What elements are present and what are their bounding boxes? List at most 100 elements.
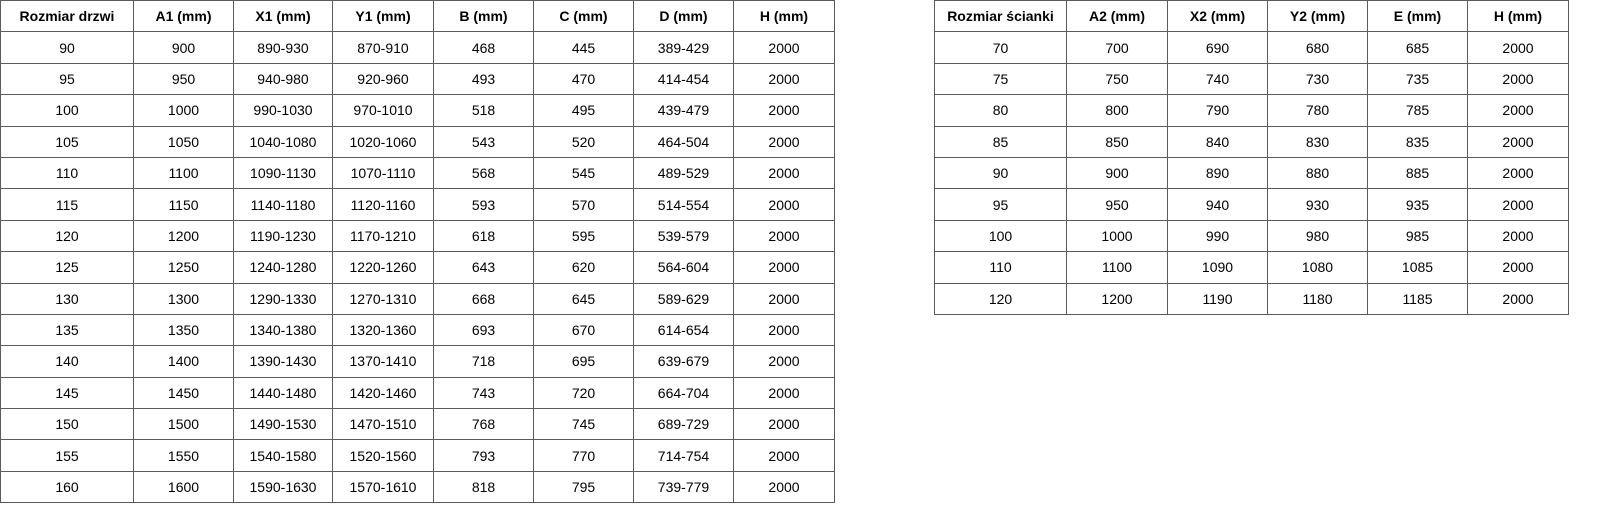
- table-cell: 100: [934, 219, 1067, 253]
- table-cell: 935: [1367, 188, 1468, 221]
- table-cell: 389-429: [633, 31, 734, 64]
- table-cell: 570: [533, 188, 634, 221]
- table-cell: 639-679: [633, 345, 734, 378]
- table-cell: 2000: [733, 439, 835, 472]
- table-cell: 780: [1267, 94, 1368, 127]
- table-cell: 1085: [1367, 251, 1468, 284]
- table-cell: 1370-1410: [332, 345, 434, 378]
- column-header: D (mm): [633, 0, 734, 33]
- table-cell: 568: [433, 156, 534, 190]
- table-cell: 1250: [133, 251, 234, 284]
- table-cell: 1200: [133, 219, 234, 253]
- table-cell: 614-654: [633, 313, 734, 347]
- table-cell: 1400: [133, 345, 234, 378]
- table-cell: 105: [0, 125, 134, 158]
- table-cell: 1090-1130: [233, 156, 333, 190]
- table-cell: 1200: [1066, 282, 1168, 315]
- table-cell: 1100: [1066, 251, 1168, 284]
- table-cell: 90: [0, 31, 134, 64]
- table-cell: 145: [0, 376, 134, 410]
- table-cell: 439-479: [633, 94, 734, 127]
- table-cell: 890: [1167, 156, 1268, 190]
- table-cell: 940: [1167, 188, 1268, 221]
- table-cell: 589-629: [633, 282, 734, 315]
- table-cell: 1500: [133, 408, 234, 441]
- table-cell: 685: [1367, 31, 1468, 64]
- table-cell: 1120-1160: [332, 188, 434, 221]
- table-cell: 670: [533, 313, 634, 347]
- table-row: 100 1000 990-1030 970-1010 518 495 439-479 2000: [0, 94, 835, 127]
- table-cell: 2000: [733, 156, 835, 190]
- table-cell: 2000: [733, 408, 835, 441]
- table-cell: 539-579: [633, 219, 734, 253]
- table-cell: 930: [1267, 188, 1368, 221]
- table-cell: 680: [1267, 31, 1368, 64]
- table-cell: 1070-1110: [332, 156, 434, 190]
- table-cell: 1090: [1167, 251, 1268, 284]
- table-cell: 1220-1260: [332, 251, 434, 284]
- table-row: 130 1300 1290-1330 1270-1310 668 645 589-629 20…: [0, 282, 835, 315]
- table-cell: 545: [533, 156, 634, 190]
- table-row: 160 1600 1590-1630 1570-1610 818 795 739-779 20…: [0, 470, 835, 504]
- column-header: X1 (mm): [233, 0, 333, 33]
- table-row: 110 1100 1090-1130 1070-1110 568 545 489-529 20…: [0, 156, 835, 190]
- table-row: 75 750 740 730 735 2000: [934, 62, 1569, 96]
- table-cell: 489-529: [633, 156, 734, 190]
- table-cell: 1490-1530: [233, 408, 333, 441]
- table-cell: 985: [1367, 219, 1468, 253]
- table-cell: 940-980: [233, 62, 333, 96]
- table-row: 105 1050 1040-1080 1020-1060 543 520 464-504 20…: [0, 125, 835, 158]
- table-cell: 90: [934, 156, 1067, 190]
- table-cell: 785: [1367, 94, 1468, 127]
- table-cell: 464-504: [633, 125, 734, 158]
- table-cell: 885: [1367, 156, 1468, 190]
- table-cell: 1170-1210: [332, 219, 434, 253]
- table-cell: 1080: [1267, 251, 1368, 284]
- table-cell: 110: [0, 156, 134, 190]
- table-row: 140 1400 1390-1430 1370-1410 718 695 639-679 20…: [0, 345, 835, 378]
- table-cell: 770: [533, 439, 634, 472]
- table-cell: 793: [433, 439, 534, 472]
- table-cell: 2000: [1467, 94, 1569, 127]
- table-cell: 800: [1066, 94, 1168, 127]
- column-header: X2 (mm): [1167, 0, 1268, 33]
- door-size-table: Rozmiar drzwi A1 (mm) X1 (mm) Y1 (mm) B (mm)…: [0, 0, 835, 504]
- table-cell: 1180: [1267, 282, 1368, 315]
- table-cell: 950: [1066, 188, 1168, 221]
- table-cell: 700: [1066, 31, 1168, 64]
- table-cell: 743: [433, 376, 534, 410]
- table-cell: 990-1030: [233, 94, 333, 127]
- table-cell: 1600: [133, 470, 234, 504]
- column-header: B (mm): [433, 0, 534, 33]
- table-cell: 80: [934, 94, 1067, 127]
- table-cell: 900: [133, 31, 234, 64]
- table-cell: 730: [1267, 62, 1368, 96]
- table-cell: 1240-1280: [233, 251, 333, 284]
- table-cell: 1150: [133, 188, 234, 221]
- table-cell: 950: [133, 62, 234, 96]
- table-cell: 900: [1066, 156, 1168, 190]
- table-cell: 95: [0, 62, 134, 96]
- table-cell: 520: [533, 125, 634, 158]
- table-cell: 2000: [1467, 188, 1569, 221]
- table-cell: 135: [0, 313, 134, 347]
- table-cell: 1140-1180: [233, 188, 333, 221]
- table-cell: 100: [0, 94, 134, 127]
- table-cell: 543: [433, 125, 534, 158]
- table-cell: 593: [433, 188, 534, 221]
- table-cell: 795: [533, 470, 634, 504]
- table-cell: 2000: [733, 125, 835, 158]
- wall-size-table: Rozmiar ścianki A2 (mm) X2 (mm) Y2 (mm) E (m…: [934, 0, 1569, 315]
- table-cell: 1440-1480: [233, 376, 333, 410]
- table-cell: 880: [1267, 156, 1368, 190]
- table-cell: 75: [934, 62, 1067, 96]
- table-cell: 1185: [1367, 282, 1468, 315]
- table-cell: 2000: [733, 376, 835, 410]
- table-row: 90 900 890 880 885 2000: [934, 156, 1569, 190]
- table-cell: 2000: [733, 313, 835, 347]
- table-cell: 1520-1560: [332, 439, 434, 472]
- table-cell: 140: [0, 345, 134, 378]
- table-row: 120 1200 1190-1230 1170-1210 618 595 539-579 20…: [0, 219, 835, 253]
- table-cell: 739-779: [633, 470, 734, 504]
- table-cell: 2000: [1467, 251, 1569, 284]
